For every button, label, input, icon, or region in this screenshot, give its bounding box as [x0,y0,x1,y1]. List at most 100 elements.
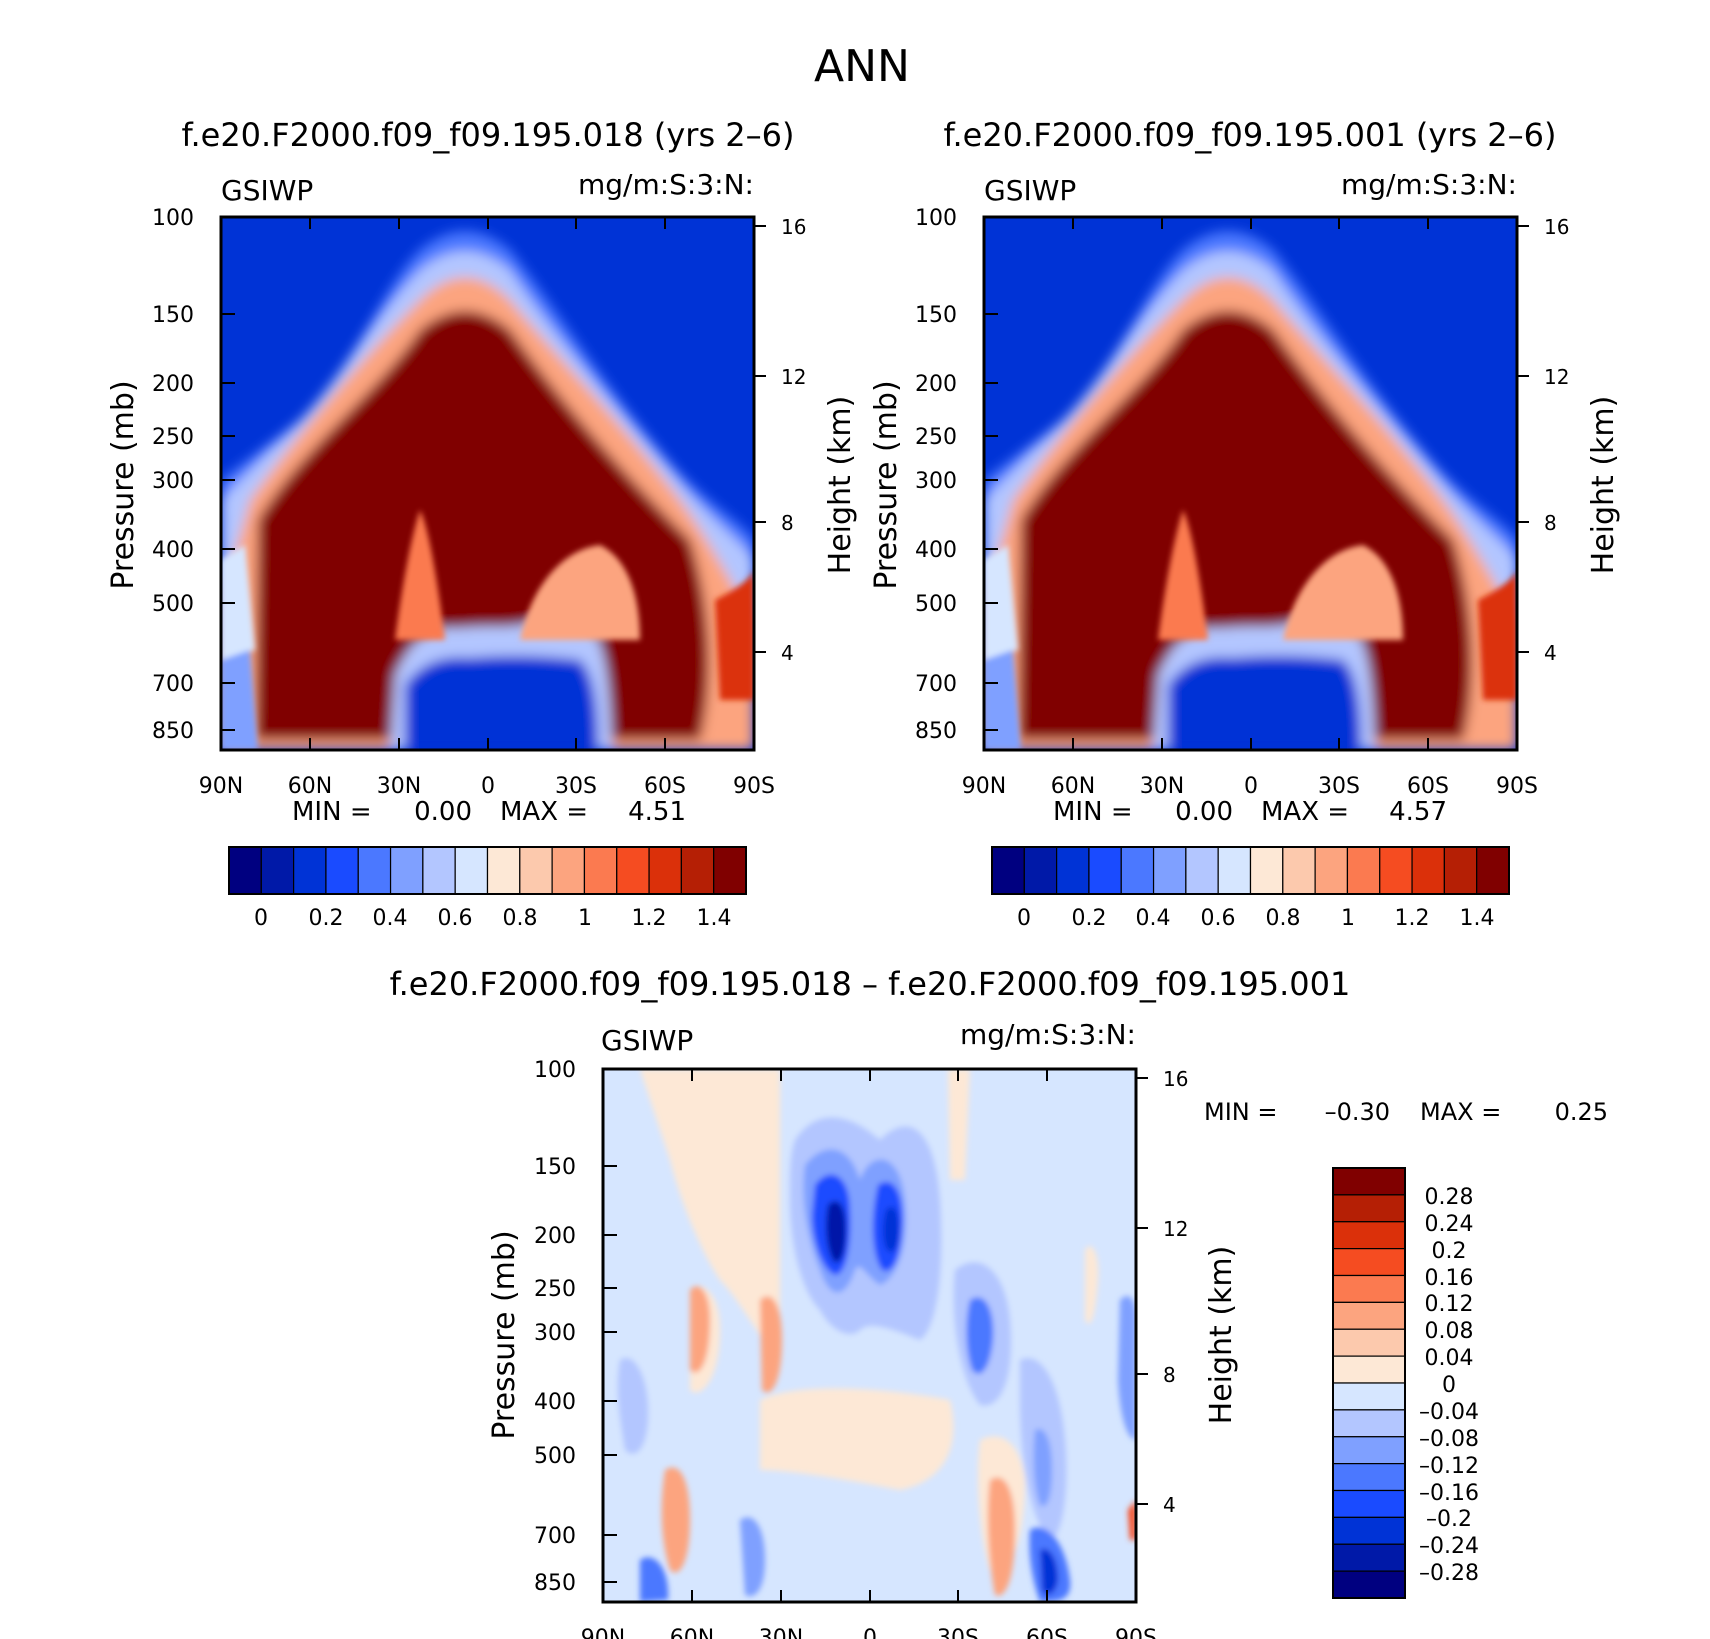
x-tick-labels: 90N 60N 30N 0 30S 60S 90S [581,1626,1157,1639]
colorbar-swatch [1332,1167,1406,1196]
colorbar-swatch [1249,846,1284,895]
colorbar-swatch [1314,846,1349,895]
y-axis-label: Pressure (mb) [869,380,904,589]
colorbar-swatch [713,846,747,895]
panel-title: f.e20.F2000.f09_f09.195.001 (yrs 2–6) [944,116,1557,154]
colorbar-label: –0.16 [1419,1481,1479,1506]
y-right-tick-label: 4 [1544,641,1557,665]
y-tick-label: 500 [534,1444,576,1469]
colorbar-label: 0.2 [1072,906,1107,931]
colorbar-swatch [583,846,618,895]
colorbar-swatch [1332,1274,1406,1303]
colorbar-swatch [648,846,682,895]
colorbar [991,846,1510,895]
colorbar-swatch [1332,1194,1406,1223]
colorbar-labels: 0 0.2 0.4 0.6 0.8 1 1.2 1.4 [254,906,732,931]
y-right-tick-label: 16 [1544,215,1569,239]
y-tick-label: 850 [534,1571,576,1596]
colorbar-label: 0.8 [1266,906,1301,931]
colorbar-label: 0.6 [1201,906,1236,931]
colorbar-border [991,846,1510,895]
colorbar-swatch [1332,1382,1406,1411]
y-tick-label: 150 [152,303,194,328]
colorbar-swatch [1152,846,1187,895]
colorbar-swatch [1379,846,1413,895]
x-tick-label: 30S [555,774,597,799]
colorbar-label: 0.16 [1425,1266,1474,1291]
colorbar-swatch [551,846,586,895]
y-tick-label: 850 [152,719,194,744]
ticks [220,216,766,750]
units-label: mg/m:S:3:N: [1341,168,1517,201]
colorbar-border [228,846,747,895]
y-tick-label: 300 [534,1321,576,1346]
x-tick-label: 30N [1140,774,1184,799]
panel-title: f.e20.F2000.f09_f09.195.018 – f.e20.F200… [390,965,1351,1003]
y-right-tick-label: 16 [1163,1067,1188,1091]
x-tick-label: 90S [733,774,775,799]
y-tick-label: 300 [915,469,957,494]
colorbar-swatch [1282,846,1316,895]
colorbar-label: 1.4 [697,906,732,931]
colorbar-swatch [1332,1328,1406,1357]
y-axis-label: Pressure (mb) [487,1230,522,1439]
colorbar-label: 1 [578,906,592,931]
y-right-tick-label: 8 [781,511,794,535]
figure-title: ANN [814,41,910,92]
colorbar-swatch [1332,1570,1406,1599]
colorbar-swatch [1332,1463,1406,1492]
colorbar-swatch [1332,1409,1406,1438]
y-right-axis-label: Height (km) [1586,396,1621,575]
y-tick-label: 200 [915,372,957,397]
x-tick-label: 60S [644,774,686,799]
colorbar-label: –0.28 [1419,1561,1479,1586]
max-value: 0.25 [1555,1098,1608,1126]
x-tick-label: 30N [377,774,421,799]
units-label: mg/m:S:3:N: [960,1018,1136,1051]
x-tick-label: 60N [1051,774,1095,799]
colorbar-label: –0.04 [1419,1400,1479,1425]
y-tick-label: 150 [534,1155,576,1180]
x-tick-label: 60N [670,1626,714,1639]
x-tick-label: 30N [759,1626,803,1639]
min-value: 0.00 [414,797,472,827]
colorbar-label: 0.2 [309,906,344,931]
y-tick-label: 200 [152,372,194,397]
colorbar-label: 0.08 [1425,1319,1474,1344]
y-right-tick-label: 4 [781,641,794,665]
y-tick-labels: 100 150 200 250 300 400 500 700 850 [152,206,194,744]
y-right-axis-label: Height (km) [1204,1246,1239,1425]
colorbar-swatch [680,846,715,895]
colorbar-label: 0 [254,906,268,931]
colorbar-swatch [519,846,553,895]
ticks [602,1068,1148,1602]
colorbar-swatch [1346,846,1381,895]
min-value: 0.00 [1175,797,1233,827]
colorbar-label: 0.24 [1425,1212,1474,1237]
x-tick-label: 0 [1244,774,1258,799]
panel-top-left: f.e20.F2000.f09_f09.195.018 (yrs 2–6) GS… [106,116,858,931]
colorbar-labels: 0 0.2 0.4 0.6 0.8 1 1.2 1.4 [1017,906,1495,931]
ticks [983,216,1529,750]
variable-label: GSIWP [601,1024,693,1057]
colorbar-swatch [228,846,262,895]
min-label: MIN = [1053,797,1133,827]
max-label: MAX = [1420,1098,1501,1126]
colorbar-swatch [357,846,392,895]
y-tick-label: 100 [152,206,194,231]
max-label: MAX = [1261,797,1349,827]
x-tick-label: 90S [1496,774,1538,799]
colorbar-swatch [1185,846,1219,895]
colorbar-swatch [1056,846,1090,895]
colorbar-label: 0.04 [1425,1346,1474,1371]
max-label: MAX = [500,797,588,827]
min-value: –0.30 [1325,1098,1390,1126]
contour-field [984,217,1517,750]
colorbar-label: 1 [1341,906,1355,931]
colorbar-swatch [293,846,327,895]
colorbar-label: 0.28 [1425,1185,1474,1210]
colorbar-swatch [1332,1248,1406,1277]
x-tick-label: 90N [199,774,243,799]
panel-top-right: f.e20.F2000.f09_f09.195.001 (yrs 2–6) GS… [869,116,1621,931]
